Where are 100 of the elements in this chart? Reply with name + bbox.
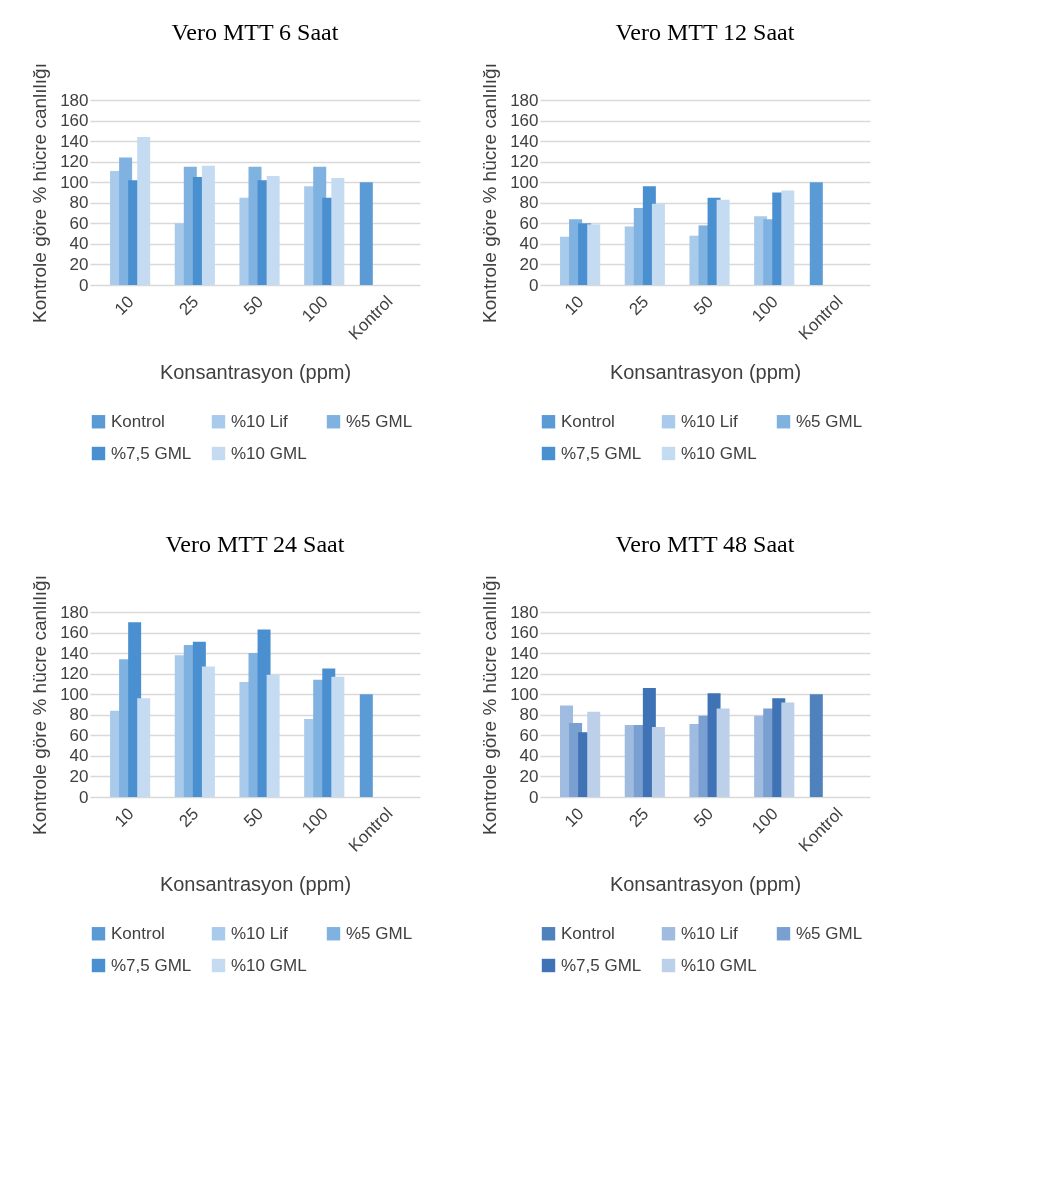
y-tick-label: 40	[519, 746, 539, 766]
bar	[359, 182, 373, 285]
legend-label: %10 GML	[231, 443, 307, 463]
legend-label: %10 GML	[681, 955, 757, 975]
y-tick-label: 40	[69, 746, 89, 766]
y-axis-title: Kontrole göre % hücre canlılığı	[29, 63, 51, 323]
x-tick-label: 50	[690, 804, 718, 831]
y-tick-label: 20	[519, 766, 539, 786]
y-axis-title: Kontrole göre % hücre canlılığı	[29, 575, 51, 835]
bar	[651, 727, 665, 797]
y-tick-label: 80	[69, 705, 89, 725]
y-tick-label: 20	[69, 766, 89, 786]
y-tick-label: 160	[60, 111, 89, 131]
y-tick-label: 80	[519, 705, 539, 725]
bar	[266, 674, 280, 797]
x-tick-label: 25	[625, 292, 653, 319]
y-tick-label: 140	[60, 643, 89, 663]
y-tick-label: 80	[519, 193, 539, 213]
x-axis-title: Konsantrasyon (ppm)	[159, 360, 352, 383]
bar	[809, 694, 823, 797]
chart-title: Vero MTT 6 Saat	[171, 18, 339, 45]
x-tick-label: 100	[298, 292, 332, 326]
chart-title: Vero MTT 48 Saat	[615, 530, 795, 557]
legend-label: %7,5 GML	[561, 955, 642, 975]
y-tick-label: 100	[60, 684, 89, 704]
chart-title: Vero MTT 12 Saat	[615, 18, 795, 45]
legend-label: %10 Lif	[681, 411, 738, 431]
y-axis-title: Kontrole göre % hücre canlılığı	[479, 63, 501, 323]
x-axis-title: Konsantrasyon (ppm)	[159, 872, 352, 895]
legend-label: Kontrol	[561, 411, 615, 431]
bar	[781, 702, 795, 797]
bar	[201, 165, 215, 285]
legend-label: %5 GML	[796, 411, 863, 431]
legend-label: %5 GML	[796, 923, 863, 943]
y-tick-label: 0	[529, 275, 539, 295]
legend-label: %7,5 GML	[111, 443, 192, 463]
x-tick-label: 100	[748, 804, 782, 838]
y-tick-label: 120	[510, 152, 539, 172]
y-tick-label: 80	[69, 193, 89, 213]
y-tick-label: 100	[510, 684, 539, 704]
legend-label: %10 Lif	[681, 923, 738, 943]
y-tick-label: 120	[510, 664, 539, 684]
y-tick-label: 40	[69, 234, 89, 254]
y-tick-label: 140	[60, 131, 89, 151]
legend-label: %7,5 GML	[561, 443, 642, 463]
bar	[651, 203, 665, 285]
legend-label: %10 Lif	[231, 923, 288, 943]
y-tick-label: 180	[60, 602, 89, 622]
y-tick-label: 60	[519, 213, 539, 233]
legend-label: Kontrol	[111, 923, 165, 943]
x-tick-label: 50	[240, 804, 268, 831]
x-tick-label: 10	[560, 292, 588, 319]
y-tick-label: 160	[60, 623, 89, 643]
legend-label: %10 GML	[231, 955, 307, 975]
bar	[331, 178, 345, 285]
y-tick-label: 60	[69, 725, 89, 745]
bar	[716, 708, 730, 797]
y-tick-label: 140	[510, 131, 539, 151]
y-tick-label: 120	[60, 664, 89, 684]
x-axis-title: Konsantrasyon (ppm)	[609, 872, 802, 895]
x-tick-label: 10	[110, 292, 138, 319]
y-tick-label: 60	[69, 213, 89, 233]
y-tick-label: 120	[60, 152, 89, 172]
y-tick-label: 100	[60, 172, 89, 192]
legend-label: Kontrol	[561, 923, 615, 943]
bar	[587, 711, 601, 797]
x-tick-label: 25	[175, 804, 203, 831]
x-tick-label: 50	[240, 292, 268, 319]
x-axis-title: Konsantrasyon (ppm)	[609, 360, 802, 383]
y-tick-label: 180	[510, 602, 539, 622]
bar	[137, 698, 151, 797]
y-tick-label: 100	[510, 172, 539, 192]
y-tick-label: 0	[79, 275, 89, 295]
legend-label: %7,5 GML	[111, 955, 192, 975]
x-tick-label: 50	[690, 292, 718, 319]
legend-label: %10 Lif	[231, 411, 288, 431]
x-tick-label: 10	[560, 804, 588, 831]
legend-label: %10 GML	[681, 443, 757, 463]
y-tick-label: 0	[529, 787, 539, 807]
y-tick-label: 0	[79, 787, 89, 807]
y-tick-label: 140	[510, 643, 539, 663]
bar	[587, 224, 601, 285]
legend-label: %5 GML	[346, 411, 413, 431]
x-tick-label: 25	[625, 804, 653, 831]
bar	[331, 676, 345, 797]
bar	[137, 137, 151, 285]
y-tick-label: 160	[510, 111, 539, 131]
bar	[716, 199, 730, 285]
y-tick-label: 180	[60, 90, 89, 110]
y-tick-label: 40	[519, 234, 539, 254]
y-tick-label: 180	[510, 90, 539, 110]
x-tick-label: 25	[175, 292, 203, 319]
y-tick-label: 20	[69, 254, 89, 274]
bar	[809, 182, 823, 285]
y-tick-label: 60	[519, 725, 539, 745]
x-tick-label: 100	[298, 804, 332, 838]
legend-label: Kontrol	[111, 411, 165, 431]
bar	[266, 176, 280, 285]
y-tick-label: 160	[510, 623, 539, 643]
bar	[201, 666, 215, 797]
